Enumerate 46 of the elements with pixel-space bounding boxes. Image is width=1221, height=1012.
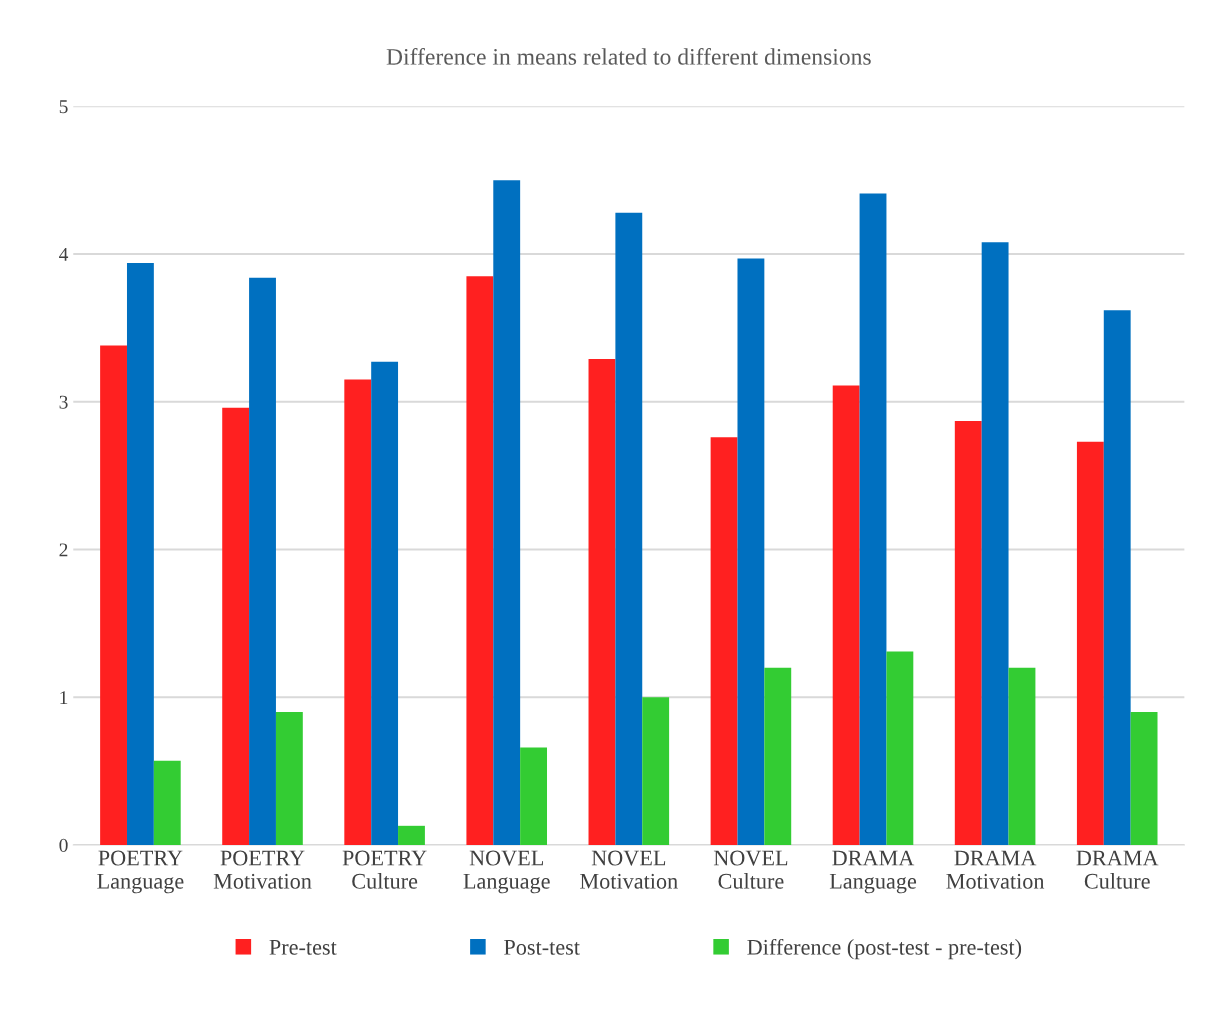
bar — [466, 276, 494, 846]
bar — [344, 379, 372, 846]
bar — [398, 825, 425, 846]
bar — [764, 667, 792, 846]
bar — [588, 358, 616, 846]
y-tick-label: 1 — [60, 691, 68, 705]
bar — [493, 180, 521, 846]
legend-label: Pre-test — [269, 939, 337, 955]
x-tick-label: POETRY Motivation — [213, 850, 312, 889]
y-tick-label: 2 — [59, 543, 68, 557]
legend-label: Post-test — [504, 939, 580, 955]
bar — [710, 437, 738, 846]
y-tick-label: 5 — [59, 100, 68, 114]
bar — [1076, 441, 1104, 846]
bar — [126, 262, 154, 846]
x-tick-label: NOVEL Language — [463, 850, 550, 894]
x-tick-label: NOVEL Culture — [713, 850, 788, 889]
bar — [520, 747, 548, 846]
bar — [615, 212, 643, 846]
x-tick-label: POETRY Language — [97, 850, 184, 894]
bar — [1008, 667, 1036, 846]
x-tick-label: DRAMA Motivation — [946, 850, 1045, 889]
bar — [832, 385, 860, 846]
x-tick-label: NOVEL Motivation — [580, 850, 678, 889]
bar — [153, 760, 181, 846]
bar — [100, 345, 127, 846]
bar — [859, 193, 887, 846]
bar — [1103, 310, 1131, 846]
bar — [222, 407, 250, 846]
bar — [275, 712, 303, 846]
y-tick-label: 0 — [59, 838, 68, 852]
bar — [1130, 712, 1158, 846]
bar — [981, 242, 1009, 846]
bar — [954, 420, 982, 846]
bar — [249, 277, 276, 846]
chart-title: Difference in means related to different dimensions — [386, 47, 871, 65]
y-tick-label: 4 — [59, 247, 69, 261]
bar — [371, 361, 399, 846]
bar — [642, 697, 670, 846]
x-tick-label: POETRY Culture — [342, 850, 427, 889]
bar — [886, 651, 914, 846]
y-tick-label: 3 — [59, 395, 68, 409]
x-tick-label: DRAMA Language — [829, 850, 917, 894]
x-tick-label: DRAMA Culture — [1076, 850, 1159, 889]
bar — [737, 258, 765, 846]
legend-label: Difference (post-test - pre-test) — [747, 938, 1022, 960]
